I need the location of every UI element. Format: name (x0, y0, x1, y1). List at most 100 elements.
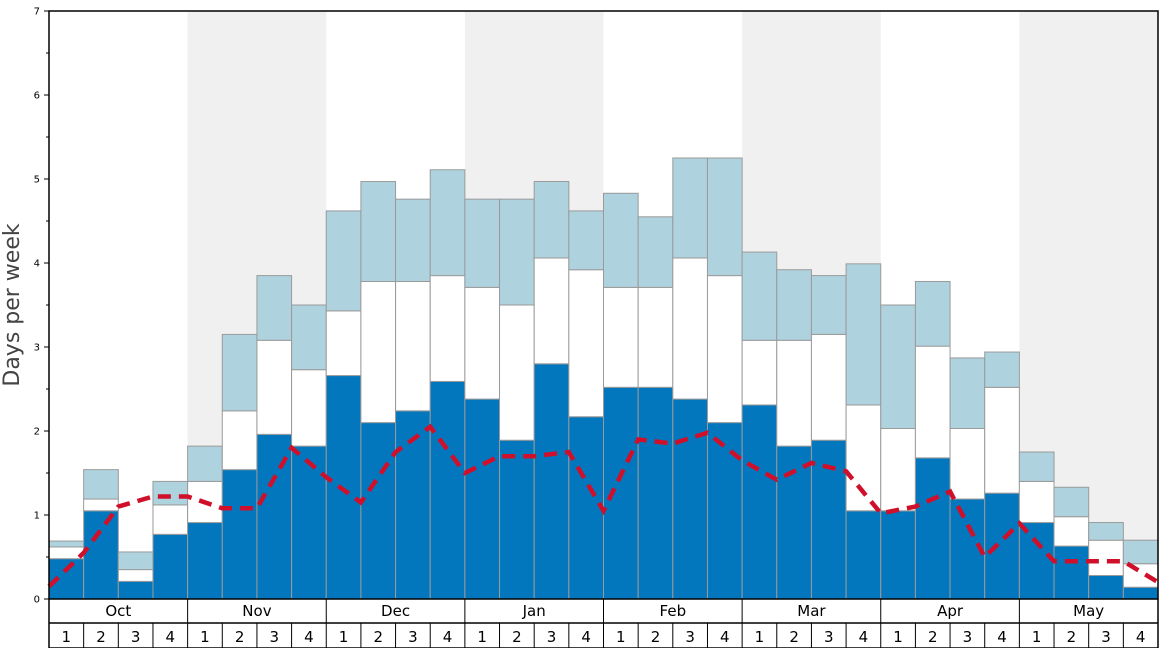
bar-white-28 (984, 386, 1020, 494)
bar-light-12 (429, 169, 466, 277)
bar-light-8 (291, 304, 327, 371)
bar-light-3 (117, 551, 154, 571)
bar-light-30 (1053, 486, 1090, 518)
plot-frame (48, 10, 1159, 648)
bar-white-4 (152, 504, 189, 535)
month-label-oct: Oct (105, 602, 131, 620)
y-axis: 0 1 2 3 4 5 6 7 (34, 7, 49, 606)
bar-dark-20 (706, 422, 743, 600)
bar-white-29 (1018, 480, 1055, 524)
average-line (47, 423, 1160, 589)
bar-dark-8 (291, 445, 327, 600)
week-label-7: 3 (269, 628, 279, 646)
bar-white-26 (914, 345, 951, 459)
bar-light-17 (603, 192, 639, 288)
bar-white-10 (360, 280, 397, 424)
bar-white-20 (706, 275, 743, 424)
bar-light-13 (464, 198, 501, 288)
y-tick-label-5: 5 (34, 175, 40, 186)
bar-white-21 (741, 339, 778, 406)
week-label-31: 3 (1101, 628, 1111, 646)
bar-light-16 (568, 210, 604, 271)
bar-dark-5 (187, 522, 223, 600)
bar-white-7 (256, 339, 293, 435)
bar-dark-16 (568, 416, 604, 600)
bar-dark-14 (499, 439, 535, 600)
y-tick-label-6: 6 (34, 91, 40, 102)
bar-light-21 (741, 251, 778, 341)
week-label-18: 2 (651, 628, 661, 646)
bar-white-17 (603, 286, 639, 388)
bar-white-13 (464, 286, 501, 400)
bar-dark-13 (464, 398, 501, 600)
bar-light-14 (499, 198, 535, 306)
week-label-11: 3 (408, 628, 418, 646)
y-tick-label-0: 0 (34, 595, 40, 606)
bar-white-32 (1122, 563, 1159, 588)
bar-light-6 (221, 333, 258, 412)
week-label-16: 4 (581, 628, 591, 646)
week-label-10: 2 (373, 628, 383, 646)
week-label-23: 3 (824, 628, 834, 646)
bar-white-23 (810, 333, 847, 441)
week-label-9: 1 (339, 628, 349, 646)
bar-white-14 (499, 304, 535, 441)
bar-dark-25 (880, 510, 916, 600)
bar-white-1 (48, 546, 85, 560)
week-label-27: 3 (963, 628, 973, 646)
bar-dark-3 (117, 580, 154, 600)
bars (48, 157, 1159, 600)
bar-white-27 (949, 427, 986, 500)
bar-light-22 (776, 269, 812, 341)
bar-dark-21 (741, 404, 778, 600)
bar-dark-24 (845, 510, 882, 600)
bar-light-15 (533, 181, 570, 259)
bar-white-30 (1053, 516, 1090, 547)
y-tick-label-7: 7 (34, 7, 40, 18)
week-label-17: 1 (616, 628, 626, 646)
bar-light-11 (395, 198, 431, 282)
month-label-jan: Jan (522, 602, 546, 620)
bar-white-6 (221, 410, 258, 471)
bar-dark-18 (637, 386, 674, 600)
y-tick-label-3: 3 (34, 343, 40, 354)
bar-light-4 (152, 480, 189, 506)
week-label-2: 2 (96, 628, 106, 646)
bar-dark-30 (1053, 545, 1090, 600)
bar-dark-31 (1088, 574, 1124, 600)
week-label-19: 3 (685, 628, 695, 646)
bar-dark-2 (83, 510, 119, 600)
bar-dark-17 (603, 386, 639, 600)
bar-light-24 (845, 263, 882, 406)
bar-light-28 (984, 351, 1020, 388)
week-label-14: 2 (512, 628, 522, 646)
y-tick-label-1: 1 (34, 511, 40, 522)
week-label-6: 2 (235, 628, 245, 646)
average-line-group (47, 423, 1160, 589)
week-label-26: 2 (928, 628, 938, 646)
week-label-32: 4 (1136, 628, 1146, 646)
bar-light-29 (1018, 451, 1055, 482)
bar-white-16 (568, 269, 604, 418)
bar-light-18 (637, 216, 674, 288)
bar-white-8 (291, 369, 327, 447)
bar-dark-22 (776, 445, 812, 600)
bar-light-26 (914, 280, 951, 347)
bar-light-5 (187, 445, 223, 482)
bar-white-15 (533, 257, 570, 365)
week-label-21: 1 (755, 628, 765, 646)
bar-light-31 (1088, 522, 1124, 541)
bar-light-32 (1122, 539, 1159, 565)
bar-light-1 (48, 540, 85, 548)
week-label-22: 2 (789, 628, 799, 646)
bar-light-10 (360, 181, 397, 282)
bar-dark-15 (533, 363, 570, 600)
bar-dark-32 (1122, 586, 1159, 600)
bar-white-3 (117, 569, 154, 582)
week-label-24: 4 (859, 628, 869, 646)
bar-dark-23 (810, 439, 847, 600)
bar-light-7 (256, 275, 293, 341)
month-label-may: May (1073, 602, 1104, 620)
bar-white-22 (776, 339, 812, 447)
